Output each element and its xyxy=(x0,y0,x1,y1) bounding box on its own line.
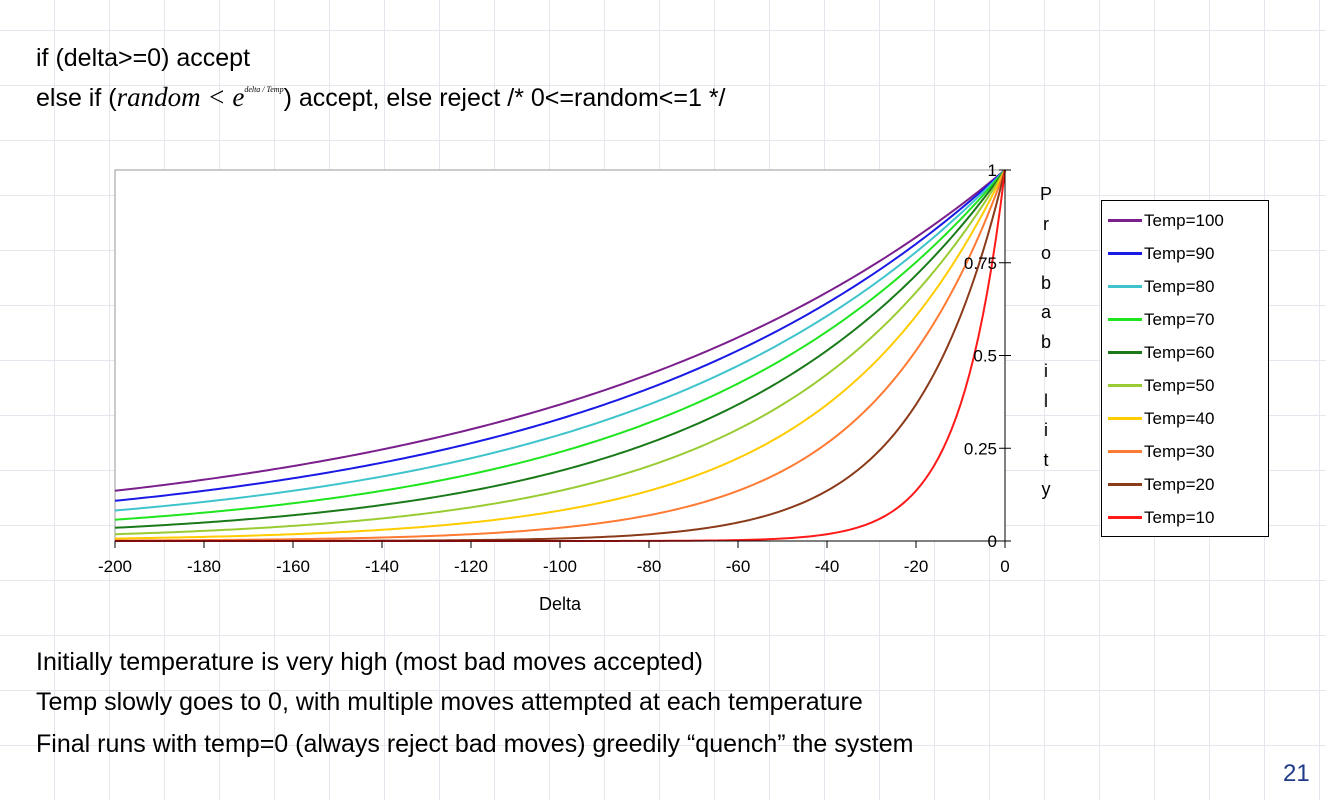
legend-swatch xyxy=(1108,318,1142,321)
legend-item: Temp=100 xyxy=(1108,204,1224,237)
y-axis-label-letter: r xyxy=(1043,213,1049,234)
y-tick-label: 0.25 xyxy=(964,439,997,458)
y-tick-label: 0.5 xyxy=(973,347,997,366)
legend-label: Temp=20 xyxy=(1144,474,1215,494)
legend-swatch xyxy=(1108,384,1142,387)
x-axis: -200 -180 -160 -140 -120 -100 -80 -60 -40 -20 0 xyxy=(98,540,1010,576)
series-line-temp-80 xyxy=(114,169,1006,512)
page-number: 21 xyxy=(1283,760,1310,787)
legend-swatch xyxy=(1108,483,1142,486)
legend-swatch xyxy=(1108,417,1142,420)
x-axis-label: Delta xyxy=(539,594,582,614)
x-tick-label: 0 xyxy=(1000,557,1009,576)
legend-swatch xyxy=(1108,252,1142,255)
legend: Temp=100 Temp=90 Temp=80 Temp=70 Temp=60 Temp… xyxy=(1101,200,1269,537)
legend-label: Temp=60 xyxy=(1144,342,1215,362)
y-axis-label-letter: i xyxy=(1044,420,1048,440)
bullet-final-quench: Final runs with temp=0 (always reject ba… xyxy=(36,730,914,758)
code-else-suffix: ) accept, else reject /* 0<=random<=1 */ xyxy=(283,84,726,112)
legend-item: Temp=70 xyxy=(1108,303,1214,336)
legend-item: Temp=20 xyxy=(1108,468,1214,501)
x-tick-label: -180 xyxy=(187,557,221,576)
legend-item: Temp=40 xyxy=(1108,402,1214,435)
x-tick-label: -120 xyxy=(454,557,488,576)
y-axis-label-letter: b xyxy=(1040,272,1051,293)
y-axis-label-letter: l xyxy=(1044,390,1048,411)
acceptance-formula-exponent: delta / Temp xyxy=(244,85,284,94)
legend-label: Temp=90 xyxy=(1144,243,1215,263)
legend-label: Temp=50 xyxy=(1144,375,1215,395)
legend-label: Temp=30 xyxy=(1144,441,1215,461)
series-line-temp-90 xyxy=(114,169,1006,502)
legend-item: Temp=90 xyxy=(1108,237,1214,270)
y-axis-label-letter: o xyxy=(1040,243,1051,263)
x-tick-label: -100 xyxy=(543,557,577,576)
bullet-temp-decrease: Temp slowly goes to 0, with multiple mov… xyxy=(36,688,863,716)
y-axis-label-letter: i xyxy=(1044,361,1048,381)
y-axis-label-letter: t xyxy=(1043,449,1049,470)
legend-item: Temp=50 xyxy=(1108,369,1214,402)
y-axis-label-letter: P xyxy=(1039,184,1052,204)
legend-swatch xyxy=(1108,285,1142,288)
legend-item: Temp=80 xyxy=(1108,270,1214,303)
code-line-else: else if (random < edelta / Temp) accept,… xyxy=(36,82,726,113)
legend-item: Temp=30 xyxy=(1108,435,1214,468)
plot-area xyxy=(114,169,1006,542)
acceptance-formula: random < e xyxy=(116,82,245,112)
y-tick-label: 0.75 xyxy=(964,254,997,273)
code-line-accept: if (delta>=0) accept xyxy=(36,44,251,72)
bullet-initial-temperature: Initially temperature is very high (most… xyxy=(36,648,703,676)
series-line-temp-40 xyxy=(114,169,1006,540)
y-axis-label-letter: a xyxy=(1040,302,1051,322)
x-tick-label: -140 xyxy=(365,557,399,576)
y-tick-label: 1 xyxy=(988,161,997,180)
legend-label: Temp=70 xyxy=(1144,309,1215,329)
y-axis-label-letter: y xyxy=(1041,479,1051,499)
legend-swatch xyxy=(1108,219,1142,222)
series-line-temp-70 xyxy=(114,169,1006,521)
legend-label: Temp=80 xyxy=(1144,276,1215,296)
probability-chart: 0 0.25 0.5 0.75 1 -200 -180 -160 -140 -120 -100 -8… xyxy=(98,161,1011,614)
legend-label: Temp=40 xyxy=(1144,408,1215,428)
x-tick-label: -40 xyxy=(815,557,840,576)
x-tick-label: -160 xyxy=(276,557,310,576)
legend-item: Temp=10 xyxy=(1108,501,1214,534)
y-axis-label-letter: b xyxy=(1040,331,1051,352)
x-tick-label: -80 xyxy=(637,557,662,576)
series-line-temp-100 xyxy=(114,169,1006,492)
x-tick-label: -60 xyxy=(726,557,751,576)
code-else-prefix: else if ( xyxy=(36,84,117,112)
legend-label: Temp=10 xyxy=(1144,507,1215,527)
series-line-temp-60 xyxy=(114,169,1006,529)
legend-swatch xyxy=(1108,450,1142,453)
series-line-temp-50 xyxy=(114,169,1006,536)
x-tick-label: -20 xyxy=(904,557,929,576)
x-tick-label: -200 xyxy=(98,557,132,576)
legend-swatch xyxy=(1108,351,1142,354)
legend-item: Temp=60 xyxy=(1108,336,1214,369)
legend-swatch xyxy=(1108,516,1142,519)
series-line-temp-30 xyxy=(114,169,1006,542)
legend-label: Temp=100 xyxy=(1144,210,1224,230)
